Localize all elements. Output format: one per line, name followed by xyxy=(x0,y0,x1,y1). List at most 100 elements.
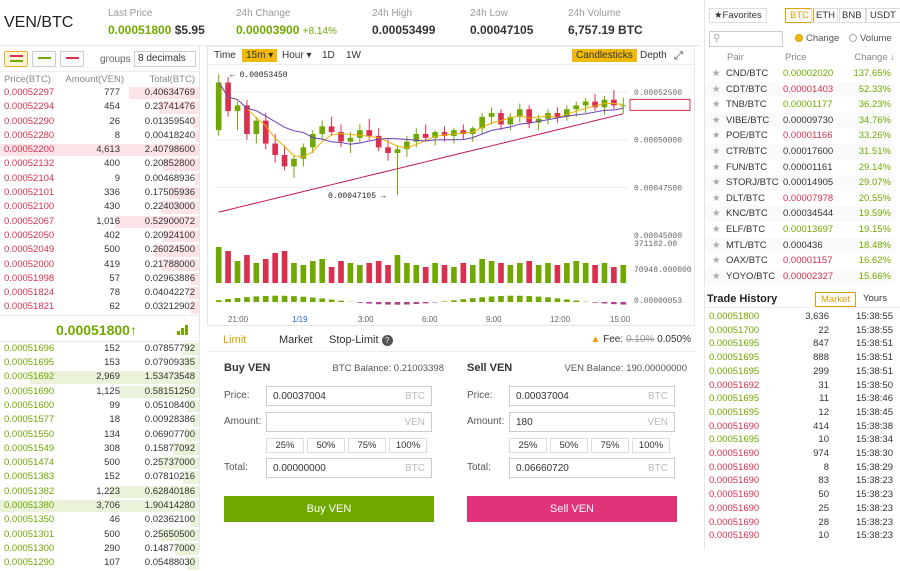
favorite-star-icon[interactable]: ★ xyxy=(712,191,721,207)
sell-100-button[interactable]: 100% xyxy=(632,438,670,453)
favorite-star-icon[interactable]: ★ xyxy=(712,82,721,98)
tab-stop-limit[interactable]: Stop-Limit ? xyxy=(329,334,393,346)
sell-75-button[interactable]: 75% xyxy=(591,438,629,453)
favorite-star-icon[interactable]: ★ xyxy=(712,269,721,285)
interval-1w-button[interactable]: 1W xyxy=(346,50,361,61)
groups-select[interactable]: 8 decimals xyxy=(134,51,196,67)
tab-bnb[interactable]: BNB xyxy=(837,8,867,23)
tab-btc[interactable]: BTC xyxy=(785,8,814,23)
favorite-star-icon[interactable]: ★ xyxy=(712,128,721,144)
buy-100-button[interactable]: 100% xyxy=(389,438,427,453)
favorite-star-icon[interactable]: ★ xyxy=(712,113,721,129)
buy-button[interactable]: Buy VEN xyxy=(224,496,434,522)
tab-market-trades[interactable]: Market xyxy=(815,292,856,307)
favorite-star-icon[interactable]: ★ xyxy=(712,144,721,160)
view-bids-button[interactable] xyxy=(32,51,56,67)
buy-75-button[interactable]: 75% xyxy=(348,438,386,453)
sort-volume-radio[interactable]: Volume xyxy=(849,33,892,44)
market-search-input[interactable]: ⚲ xyxy=(709,31,783,47)
tab-eth[interactable]: ETH xyxy=(811,8,840,23)
sell-50-button[interactable]: 50% xyxy=(550,438,588,453)
favorite-star-icon[interactable]: ★ xyxy=(712,206,721,222)
sell-25-button[interactable]: 25% xyxy=(509,438,547,453)
favorite-star-icon[interactable]: ★ xyxy=(712,238,721,254)
interval-hour-button[interactable]: Hour ▾ xyxy=(282,50,312,61)
buy-50-button[interactable]: 50% xyxy=(307,438,345,453)
tab-your-trades[interactable]: Yours xyxy=(863,293,887,304)
candlestick-canvas[interactable]: 0.000525000.000518000.000500000.00047500… xyxy=(208,65,694,325)
buy-25-button[interactable]: 25% xyxy=(266,438,304,453)
interval-15m-button[interactable]: 15m ▾ xyxy=(242,49,277,62)
buy-amount-input[interactable]: VEN xyxy=(266,412,432,432)
favorite-star-icon[interactable]: ★ xyxy=(712,66,721,82)
view-both-button[interactable] xyxy=(4,51,28,67)
depth-button[interactable]: Depth xyxy=(640,50,667,61)
tab-usdt[interactable]: USDT xyxy=(865,8,900,23)
favorite-star-icon[interactable]: ★ xyxy=(712,97,721,113)
favorite-star-icon[interactable]: ★ xyxy=(712,175,721,191)
favorite-star-icon[interactable]: ★ xyxy=(712,160,721,176)
tab-market[interactable]: Market xyxy=(279,334,313,346)
interval-1d-button[interactable]: 1D xyxy=(322,50,335,61)
candlesticks-button[interactable]: Candlesticks xyxy=(572,49,637,62)
tab-limit[interactable]: Limit xyxy=(223,334,246,346)
favorites-tab[interactable]: ★Favorites xyxy=(709,8,767,23)
fullscreen-icon[interactable]: ⤢ xyxy=(674,50,683,63)
sort-change-radio[interactable]: Change xyxy=(795,33,839,44)
favorite-star-icon[interactable]: ★ xyxy=(712,222,721,238)
col-change[interactable]: Change ↓ xyxy=(854,52,895,63)
help-icon[interactable]: ? xyxy=(382,335,393,346)
sell-button[interactable]: Sell VEN xyxy=(467,496,677,522)
